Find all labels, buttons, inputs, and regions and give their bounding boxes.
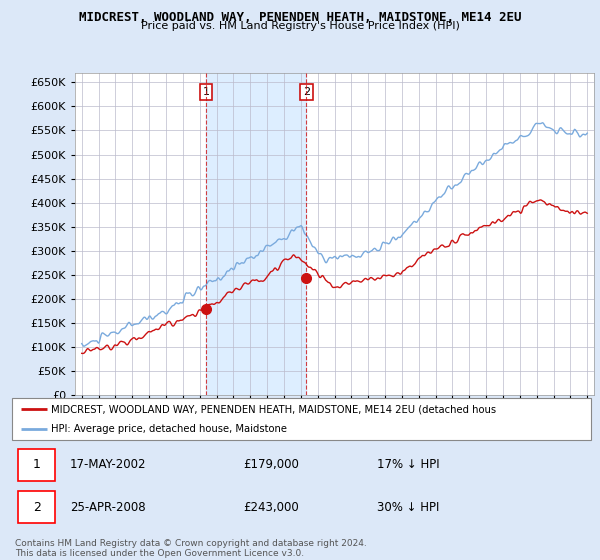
Text: 1: 1	[33, 458, 41, 471]
FancyBboxPatch shape	[18, 449, 55, 480]
Text: 1: 1	[203, 87, 209, 97]
Text: Contains HM Land Registry data © Crown copyright and database right 2024.: Contains HM Land Registry data © Crown c…	[15, 539, 367, 548]
Text: Price paid vs. HM Land Registry's House Price Index (HPI): Price paid vs. HM Land Registry's House …	[140, 21, 460, 31]
FancyBboxPatch shape	[18, 491, 55, 523]
Text: 17-MAY-2002: 17-MAY-2002	[70, 458, 146, 471]
Text: 2: 2	[302, 87, 310, 97]
Text: 25-APR-2008: 25-APR-2008	[70, 501, 146, 514]
Text: HPI: Average price, detached house, Maidstone: HPI: Average price, detached house, Maid…	[52, 424, 287, 433]
Bar	[206, 73, 306, 395]
Text: This data is licensed under the Open Government Licence v3.0.: This data is licensed under the Open Gov…	[15, 549, 304, 558]
Text: £179,000: £179,000	[244, 458, 299, 471]
Text: 30% ↓ HPI: 30% ↓ HPI	[377, 501, 439, 514]
Text: 2: 2	[33, 501, 41, 514]
Text: MIDCREST, WOODLAND WAY, PENENDEN HEATH, MAIDSTONE, ME14 2EU (detached hous: MIDCREST, WOODLAND WAY, PENENDEN HEATH, …	[52, 404, 496, 414]
Text: MIDCREST, WOODLAND WAY, PENENDEN HEATH, MAIDSTONE, ME14 2EU: MIDCREST, WOODLAND WAY, PENENDEN HEATH, …	[79, 11, 521, 24]
FancyBboxPatch shape	[12, 398, 591, 440]
Text: £243,000: £243,000	[244, 501, 299, 514]
Text: 17% ↓ HPI: 17% ↓ HPI	[377, 458, 439, 471]
